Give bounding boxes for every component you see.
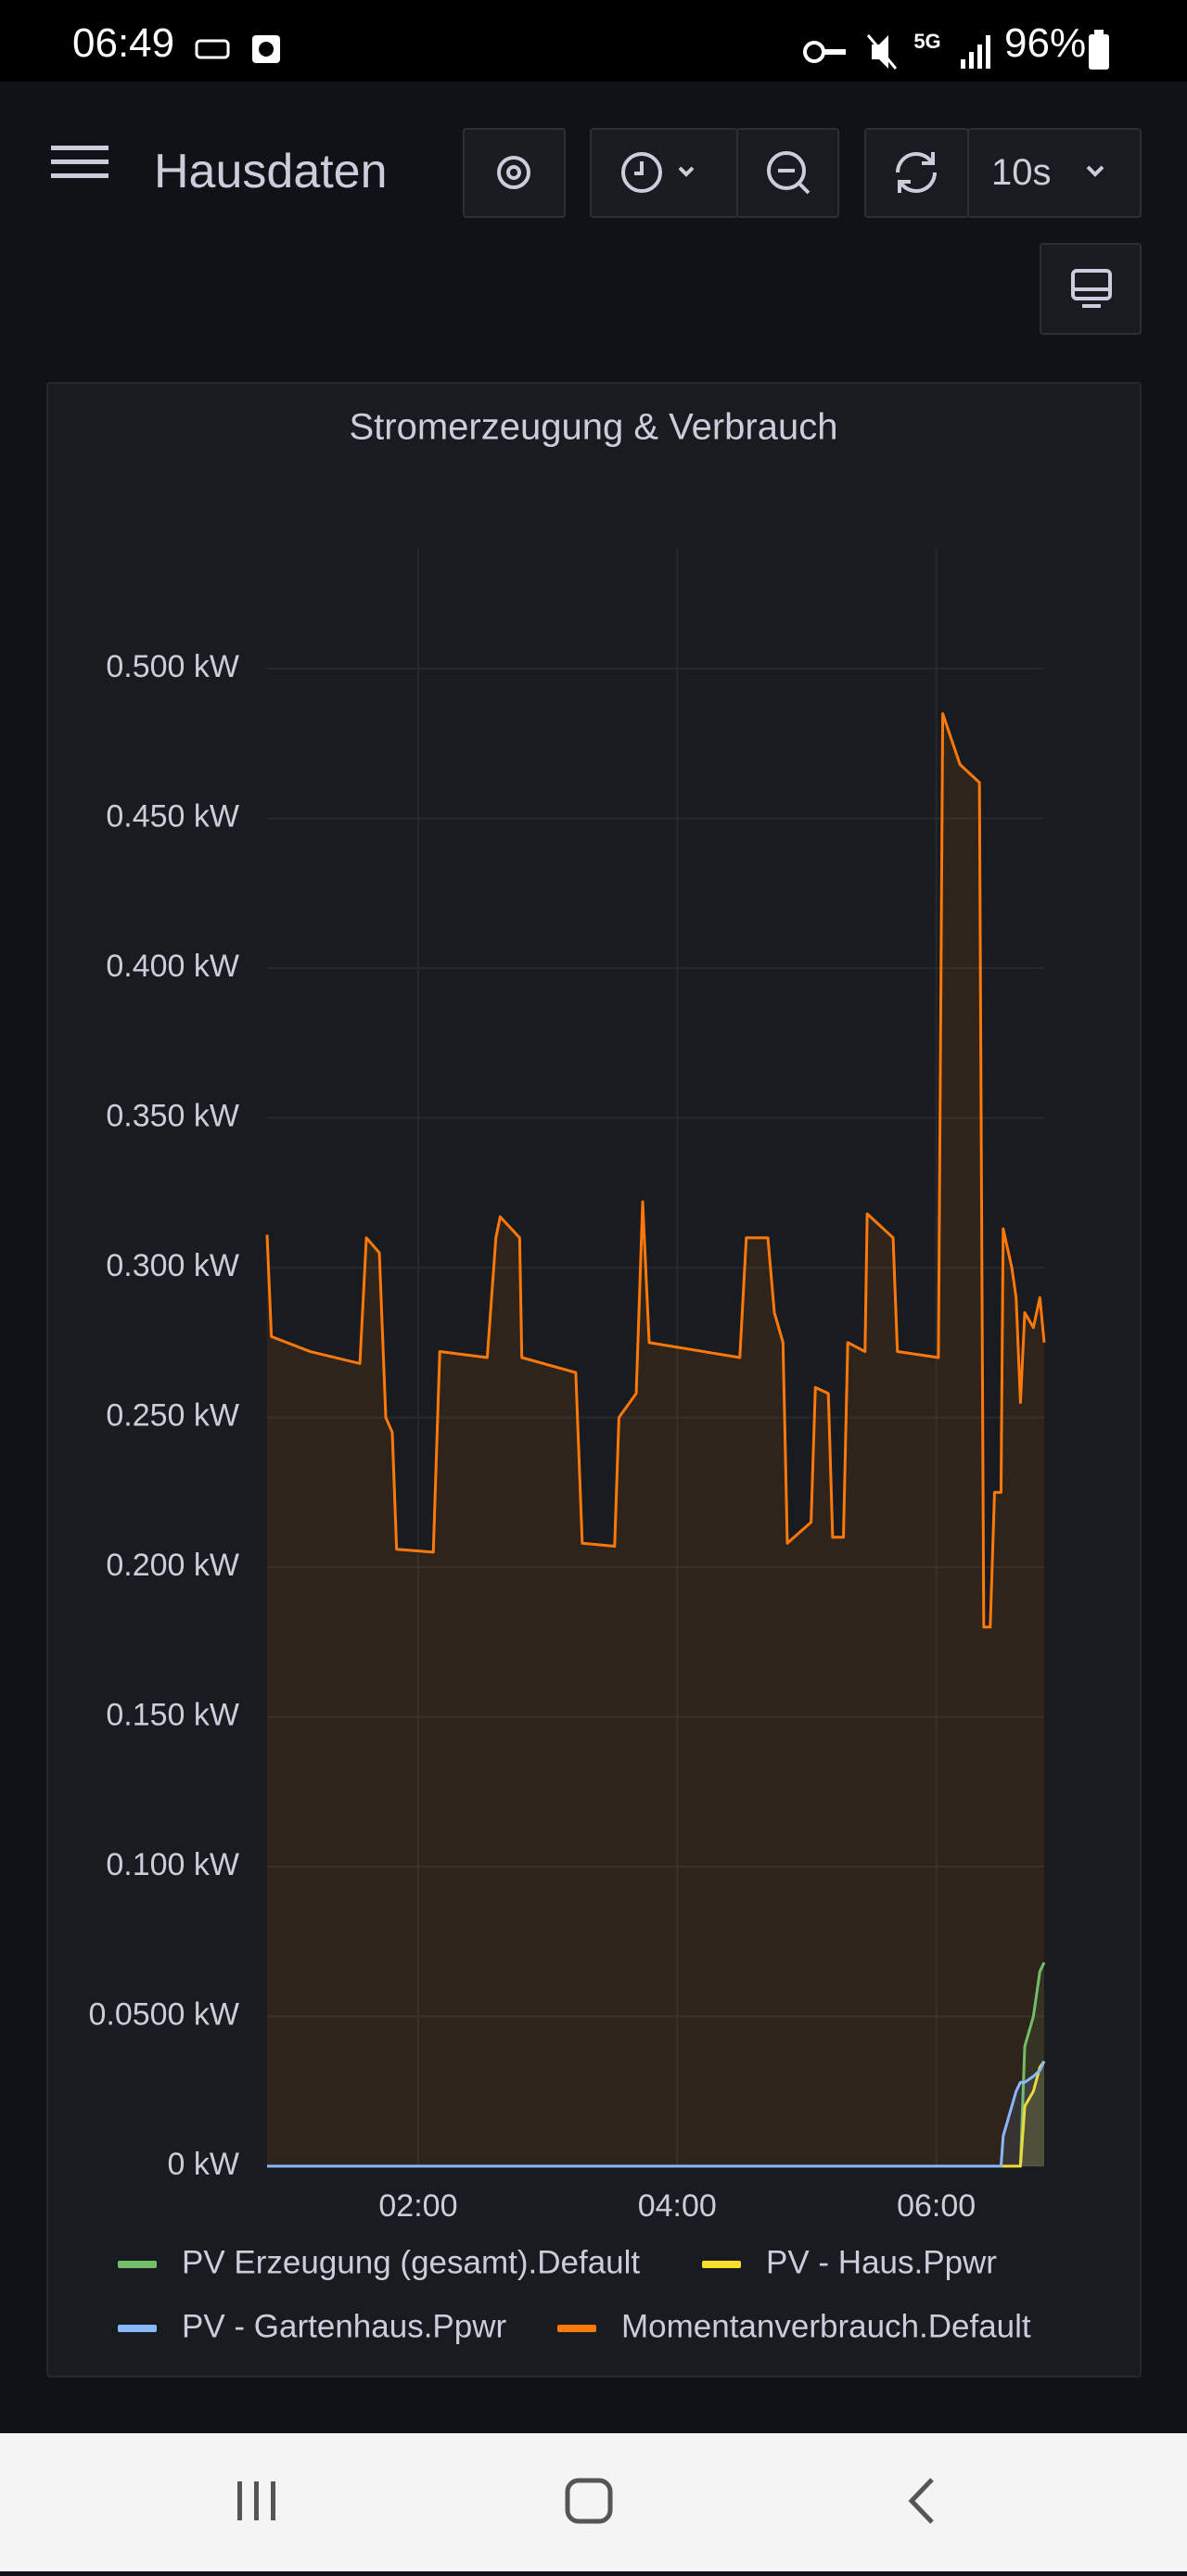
y-tick-label: 0.250 kW [106, 1398, 239, 1434]
menu-button[interactable] [51, 144, 110, 181]
refresh-interval: 10s [991, 152, 1052, 193]
legend-swatch [702, 2261, 741, 2268]
y-tick-label: 0 kW [168, 2147, 239, 2182]
x-tick-label: 06:00 [897, 2188, 976, 2224]
navigation-bar [0, 2433, 1187, 2571]
legend-swatch [557, 2325, 596, 2332]
battery-icon [1089, 30, 1109, 70]
y-tick-label: 0.200 kW [106, 1548, 239, 1583]
legend-swatch [118, 2325, 157, 2332]
legend-label: PV - Haus.Ppwr [766, 2244, 997, 2280]
network-type: 5G [913, 30, 940, 53]
y-tick-label: 0.400 kW [106, 949, 239, 984]
legend-label: PV - Gartenhaus.Ppwr [182, 2308, 506, 2344]
dashboard-title: Hausdaten [154, 145, 388, 198]
refresh-interval-button[interactable]: 10s [967, 128, 1142, 218]
y-tick-label: 0.300 kW [106, 1248, 239, 1283]
y-tick-label: 0.500 kW [106, 649, 239, 684]
clock: 06:49 [72, 20, 175, 66]
y-tick-label: 0.0500 kW [88, 1997, 239, 2033]
y-tick-label: 0.450 kW [106, 799, 239, 835]
zoom-out-button[interactable] [736, 128, 839, 218]
series-area [267, 713, 1044, 2166]
y-tick-label: 0.100 kW [106, 1847, 239, 1882]
panel [46, 382, 1142, 2378]
series-line [267, 2060, 1046, 2168]
nav-icons [237, 2478, 934, 2524]
zoom-icon [767, 151, 810, 195]
legend-label: Momentanverbrauch.Default [621, 2308, 1031, 2344]
status-bar: 06:49 5G 96% [0, 0, 1187, 82]
legend-label: PV Erzeugung (gesamt).Default [182, 2244, 640, 2280]
monitor-icon [1071, 269, 1112, 308]
battery-level: 96% [1004, 20, 1087, 66]
series-line [265, 712, 1046, 1629]
x-tick-label: 02:00 [378, 2188, 457, 2224]
status-icons-right: 5G [803, 30, 990, 70]
x-tick-label: 04:00 [638, 2188, 717, 2224]
refresh-button[interactable] [864, 128, 969, 218]
y-tick-label: 0.350 kW [106, 1099, 239, 1134]
y-tick-label: 0.150 kW [106, 1698, 239, 1733]
gear-icon [497, 156, 530, 189]
clock-icon [621, 152, 695, 193]
chart-title: Stromerzeugung & Verbrauch [350, 407, 838, 448]
chevron [1086, 165, 1104, 177]
time-picker-button[interactable] [590, 128, 738, 218]
legend-swatch [118, 2261, 157, 2268]
status-icons-left [195, 35, 280, 63]
tv-mode-button[interactable] [1040, 243, 1142, 335]
refresh-icon [896, 152, 937, 193]
settings-button[interactable] [463, 128, 566, 218]
